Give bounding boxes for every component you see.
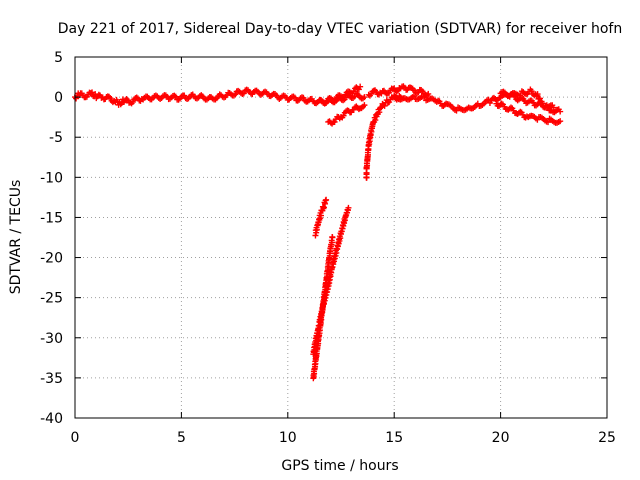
- upper-15h-marker: [425, 90, 432, 97]
- band-upper-20-23h-marker: [538, 100, 545, 107]
- band-16-23h-marker: [557, 108, 564, 115]
- y-tick-label: -25: [40, 291, 63, 307]
- short-track-11h-marker: [313, 229, 320, 236]
- arc-12h-marker: [332, 97, 339, 104]
- plot-frame: [74, 56, 608, 419]
- band-16-23h-marker: [534, 91, 541, 98]
- steep-track-b-marker: [320, 300, 327, 307]
- steep-track-b-marker: [345, 204, 352, 211]
- x-tick-label: 15: [385, 430, 403, 446]
- y-tick-label: -35: [40, 371, 63, 387]
- y-tick-label: -20: [40, 251, 63, 267]
- steep-track-b-marker: [324, 286, 331, 293]
- recovery-14h-marker: [381, 102, 388, 109]
- chart-title: Day 221 of 2017, Sidereal Day-to-day VTE…: [58, 21, 622, 37]
- steep-track-b-marker: [332, 252, 339, 259]
- tick-label-layer: 0 5 10 15 20 25 5 0 -5 -10 -15 -20 -25 -30 -35 -40: [40, 50, 616, 446]
- recovery-14h-marker: [372, 117, 379, 124]
- recovery-14h-marker: [384, 99, 391, 106]
- main-track-marker: [361, 94, 368, 101]
- lower-branch-12h-marker: [331, 118, 338, 125]
- recovery-14h-marker: [376, 109, 383, 116]
- main-track-marker: [95, 91, 102, 98]
- main-track-marker: [73, 95, 80, 102]
- band-16-23h-marker: [485, 96, 492, 103]
- y-tick-label: 0: [54, 90, 63, 106]
- x-tick-label: 25: [598, 430, 616, 446]
- short-track-11h-marker: [323, 196, 330, 203]
- x-tick-label: 10: [279, 430, 297, 446]
- y-tick-label: -5: [49, 130, 63, 146]
- band-16-23h-marker: [421, 93, 428, 100]
- arc-12h-marker: [357, 83, 364, 90]
- lower-branch-12h-marker: [340, 112, 347, 119]
- short-track-11h-marker: [312, 232, 319, 239]
- y-tick-label: 5: [54, 50, 63, 66]
- lower-branch-12h-marker: [361, 102, 368, 109]
- points-layer: [72, 83, 564, 382]
- x-tick-label: 20: [492, 430, 510, 446]
- main-track-marker: [133, 94, 140, 101]
- main-track-marker: [123, 95, 130, 102]
- steep-track-a-marker: [329, 234, 336, 241]
- arc-12h-marker: [350, 88, 357, 95]
- steep-track-b-marker: [323, 291, 330, 298]
- main-track-marker: [240, 90, 247, 97]
- main-track-marker: [129, 98, 136, 105]
- y-tick-label: -30: [40, 331, 63, 347]
- recovery-14h-marker: [386, 99, 393, 106]
- band-16-23h-marker: [453, 107, 460, 114]
- x-axis-label: GPS time / hours: [281, 458, 398, 474]
- band-lower-20-23h-marker: [557, 118, 564, 125]
- band-16-23h-marker: [528, 88, 535, 95]
- y-axis-label: SDTVAR / TECUs: [8, 180, 24, 295]
- band-upper-20-23h-marker: [550, 104, 557, 111]
- grid-layer: [75, 57, 607, 418]
- axis-layer: [74, 56, 608, 419]
- steep-track-b-marker: [322, 294, 329, 301]
- y-tick-label: -10: [40, 170, 63, 186]
- steep-track-b-marker: [324, 289, 331, 296]
- main-track-marker: [107, 95, 114, 102]
- band-16-23h-marker: [410, 92, 417, 99]
- main-track-marker: [89, 89, 96, 96]
- band-lower-20-23h-marker: [545, 119, 552, 126]
- x-tick-label: 5: [177, 430, 186, 446]
- upper-15h-marker: [393, 88, 400, 95]
- y-tick-label: -15: [40, 210, 63, 226]
- y-tick-label: -40: [40, 411, 63, 427]
- steep-track-b-marker: [321, 297, 328, 304]
- arc-12h-marker: [323, 98, 330, 105]
- short-track-11h-marker: [317, 212, 324, 219]
- x-tick-label: 0: [71, 430, 80, 446]
- steep-track-b-marker: [331, 255, 338, 262]
